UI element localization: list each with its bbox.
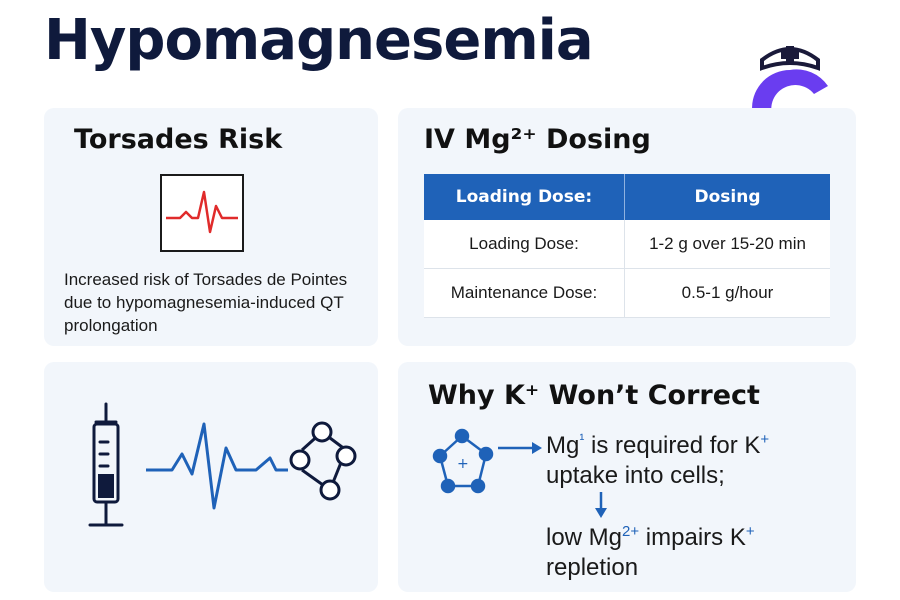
svg-text:+: + xyxy=(457,456,469,472)
torsades-heading: Torsades Risk xyxy=(74,124,283,155)
dosing-table: Loading Dose: Dosing Loading Dose: 1-2 g… xyxy=(424,174,830,318)
molecule-ring-icon xyxy=(289,421,357,501)
dosing-header-col2: Dosing xyxy=(624,174,830,220)
dosing-header-col1: Loading Dose: xyxy=(424,174,625,220)
molecule-network-icon: + xyxy=(432,428,494,494)
why-line-3: low Mg2+ impairs K+ xyxy=(546,523,755,551)
why-line-2: uptake into cells; xyxy=(546,462,725,489)
why-heading: Why K⁺ Won’t Correct xyxy=(428,380,760,411)
logo-letter: G xyxy=(740,34,741,35)
icons-panel xyxy=(44,362,378,592)
heartbeat-wave-icon xyxy=(146,422,288,510)
dose-value: 0.5-1 g/hour xyxy=(624,268,830,318)
dose-label: Maintenance Dose: xyxy=(424,268,625,318)
dosing-panel: IV Mg²⁺ Dosing Loading Dose: Dosing Load… xyxy=(398,108,856,346)
table-row: Maintenance Dose: 0.5-1 g/hour xyxy=(424,268,830,318)
dose-value: 1-2 g over 15-20 min xyxy=(624,220,830,269)
syringe-icon xyxy=(88,402,124,527)
torsades-panel: Torsades Risk Increased risk of Torsades… xyxy=(44,108,378,346)
torsades-description: Increased risk of Torsades de Pointes du… xyxy=(64,270,348,335)
why-line-4: repletion xyxy=(546,554,639,581)
arrow-down-icon xyxy=(595,492,607,518)
page-title: Hypomagnesemia xyxy=(44,8,594,73)
table-row: Loading Dose: 1-2 g over 15-20 min xyxy=(424,220,830,269)
arrow-right-icon xyxy=(498,442,542,454)
why-line-1: Mg¹ is required for K+ xyxy=(546,431,770,459)
dosing-heading: IV Mg²⁺ Dosing xyxy=(424,124,651,155)
why-panel: Why K⁺ Won’t Correct + Mg¹ is required f… xyxy=(398,362,856,592)
ecg-monitor-icon xyxy=(160,174,244,252)
dose-label: Loading Dose: xyxy=(424,220,625,269)
